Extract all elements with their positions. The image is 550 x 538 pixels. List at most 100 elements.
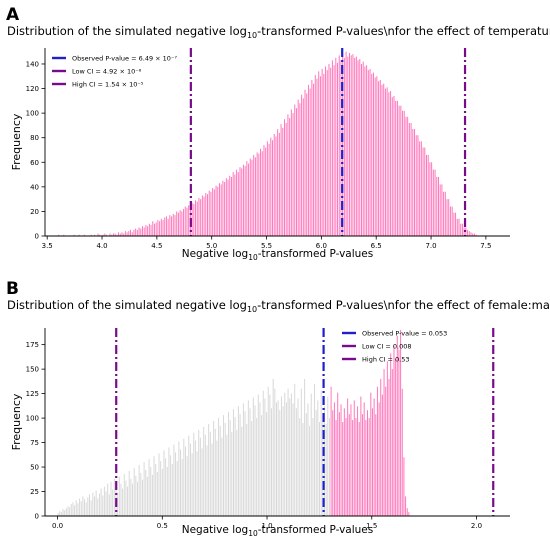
histogram-bar: [408, 512, 410, 516]
histogram-bar: [272, 140, 274, 236]
histogram-bar: [437, 177, 439, 236]
histogram-bar: [400, 105, 402, 236]
histogram-bar: [374, 77, 376, 237]
histogram-bar: [357, 406, 359, 516]
histogram-bar: [128, 231, 130, 236]
histogram-bar: [122, 488, 124, 516]
histogram-bar: [112, 233, 114, 236]
histogram-bar: [266, 412, 268, 516]
histogram-bar: [236, 429, 238, 516]
histogram-bar: [131, 232, 133, 236]
x-tick-label: 5.0: [206, 242, 217, 250]
histogram-bar: [178, 441, 180, 516]
histogram-bar: [248, 163, 250, 236]
histogram-bar: [290, 393, 292, 516]
histogram-bar: [390, 353, 392, 516]
histogram-bar: [396, 335, 398, 516]
histogram-bar: [345, 418, 347, 516]
histogram-bar: [429, 162, 431, 236]
histogram-bar: [93, 496, 95, 516]
histogram-bar: [352, 54, 354, 236]
histogram-bar: [282, 406, 284, 516]
histogram-bar: [189, 443, 191, 516]
histogram-bar: [75, 500, 77, 516]
histogram-bar: [425, 154, 427, 236]
histogram-bar: [184, 206, 186, 236]
histogram-bar: [295, 108, 297, 236]
histogram-bar: [170, 455, 172, 516]
legend-label: High CI = 1.54 × 10⁻⁵: [72, 81, 144, 89]
histogram-bar: [314, 383, 316, 516]
histogram-bar: [90, 500, 92, 516]
histogram-bar: [67, 506, 69, 516]
histogram-bar: [317, 400, 319, 516]
histogram-bar: [257, 394, 259, 516]
histogram-bar: [357, 60, 359, 236]
histogram-bar: [246, 423, 248, 516]
histogram-bar: [165, 216, 167, 236]
histogram-bar: [388, 92, 390, 237]
histogram-bar: [312, 418, 314, 516]
histogram-bar: [431, 162, 433, 236]
histogram-bar: [378, 402, 380, 516]
histogram-bar: [304, 378, 306, 516]
histogram-bar: [123, 473, 125, 516]
histogram-bar: [221, 437, 223, 516]
histogram-bar: [140, 472, 142, 516]
histogram-bar: [177, 212, 179, 236]
histogram-bar: [157, 220, 159, 236]
histogram-bar: [328, 63, 330, 236]
histogram-bar: [119, 233, 121, 236]
histogram-bar: [328, 418, 330, 516]
histogram-bar: [132, 483, 134, 516]
histogram-bar: [403, 110, 405, 236]
histogram-bar: [365, 420, 367, 516]
histogram-bar: [145, 469, 147, 516]
histogram-bar: [74, 505, 76, 516]
histogram-bar: [234, 174, 236, 236]
histogram-bar: [280, 396, 282, 516]
histogram-bar: [100, 488, 102, 516]
histogram-bar: [155, 464, 157, 516]
histogram-bar: [444, 191, 446, 236]
histogram-bar: [65, 508, 67, 516]
histogram-bar: [289, 398, 291, 516]
histogram-bar: [305, 413, 307, 516]
histogram-bar: [57, 513, 59, 516]
histogram-bar: [262, 390, 264, 516]
histogram-bar: [141, 226, 143, 236]
panel-letter: A: [6, 5, 20, 25]
histogram-bar: [434, 169, 436, 236]
x-tick-label: 7.0: [425, 242, 436, 250]
y-tick-label: 125: [26, 390, 39, 398]
histogram-bar: [254, 157, 256, 236]
histogram-bar: [135, 228, 137, 236]
histogram-bar: [455, 212, 457, 236]
histogram-bar: [173, 444, 175, 516]
histogram-bar: [381, 394, 383, 516]
histogram-bar: [158, 453, 160, 516]
histogram-bar: [98, 493, 100, 516]
histogram-bar: [358, 422, 360, 516]
histogram-bar: [232, 409, 234, 516]
histogram-bar: [198, 197, 200, 236]
histogram-bar: [472, 233, 474, 236]
histogram-bar: [191, 453, 193, 516]
histogram-bar: [218, 183, 220, 236]
histogram-bar: [59, 511, 61, 516]
histogram-bar: [251, 421, 253, 516]
y-tick-label: 0: [35, 513, 39, 521]
legend-label: Low CI = 4.92 × 10⁻⁸: [72, 68, 142, 76]
histogram-bar: [254, 405, 256, 516]
histogram-bar: [103, 486, 105, 517]
histogram-bar: [124, 231, 126, 236]
histogram-bar: [239, 167, 241, 236]
histogram-bar: [181, 211, 183, 236]
x-axis-label: Negative log10-transformed P-values: [182, 248, 374, 262]
histogram-bar: [113, 478, 115, 516]
histogram-bar: [306, 93, 308, 237]
histogram-bar: [256, 152, 258, 236]
histogram-bar: [108, 494, 110, 516]
histogram-bar: [188, 205, 190, 236]
histogram-bar: [227, 179, 229, 236]
